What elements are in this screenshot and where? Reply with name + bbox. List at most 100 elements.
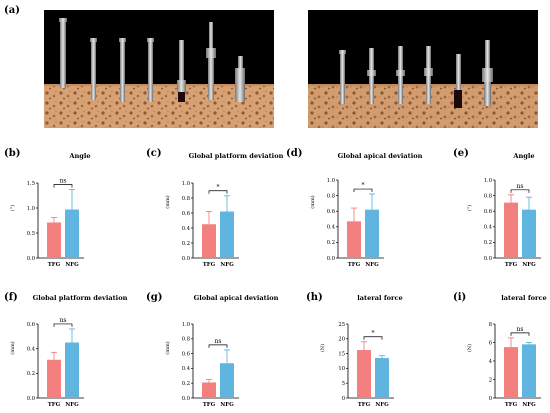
chart-f-sig-bracket [53, 323, 73, 327]
chart-c-ytick-label: 0.8 [182, 196, 190, 202]
chart-b-ytick-label: 0.5 [27, 231, 35, 237]
chart-b-bar-nfg [65, 209, 79, 258]
chart-h-bar-tfg [357, 350, 371, 398]
chart-f-bar-tfg [47, 359, 61, 398]
chart-c-title: Global platform deviation [189, 152, 284, 160]
chart-g-category-nfg: NFG [220, 402, 234, 408]
chart-h-title: lateral force [357, 294, 402, 302]
chart-f-ylabel: (mm) [9, 341, 16, 354]
chart-i-category-nfg: NFG [522, 402, 536, 408]
chart-i-panel-label: (i) [453, 292, 466, 303]
chart-h-ytick-label: 5 [342, 381, 345, 387]
chart-i-bar-nfg [522, 344, 536, 398]
chart-g-title: Global apical deviation [194, 294, 279, 302]
chart-b-ylabel: (°) [9, 205, 16, 211]
chart-g-ytick-label: 0.8 [182, 337, 190, 343]
chart-b-sig-label: ns [60, 178, 67, 185]
chart-h-category-tfg: TFG [358, 402, 371, 408]
chart-b-panel-label: (b) [4, 148, 20, 159]
chart-f-category-tfg: TFG [48, 402, 61, 408]
chart-d-category-tfg: TFG [348, 262, 361, 268]
chart-e-ytick-label: 0.2 [484, 240, 492, 246]
chart-h-panel-label: (h) [306, 292, 323, 303]
chart-i-title: lateral force [501, 294, 546, 302]
chart-e-ytick-label: 0.6 [484, 209, 492, 215]
chart-h-ytick-label: 25 [338, 322, 345, 328]
chart-h-ytick-label: 15 [338, 351, 345, 357]
chart-i-ylabel: (N) [466, 344, 473, 352]
chart-d-category-nfg: NFG [365, 262, 379, 268]
chart-b-bar-tfg [47, 222, 61, 258]
chart-i-sig-bracket [510, 332, 530, 336]
chart-c-ylabel: (mm) [164, 195, 171, 208]
chart-c-category-tfg: TFG [203, 262, 216, 268]
chart-g-ylabel: (mm) [164, 341, 171, 354]
chart-h-ytick-label: 20 [338, 337, 345, 343]
chart-f-bar-nfg [65, 342, 79, 398]
chart-i-ytick-label: 2 [489, 377, 492, 383]
chart-g-ytick-label: 0.2 [182, 381, 190, 387]
chart-c-ytick-label: 0.6 [182, 211, 190, 217]
chart-e-panel-label: (e) [453, 148, 469, 159]
chart-e-ytick-label: 0.4 [484, 225, 493, 231]
chart-e-ytick-label: 0.0 [484, 256, 492, 262]
chart-b-ytick-label: 1.0 [27, 206, 35, 212]
panel-label-a: (a) [4, 5, 20, 16]
chart-c-sig-label: * [217, 184, 220, 191]
chart-g-sig-label: ns [215, 338, 222, 345]
chart-e-bar-tfg [504, 202, 518, 258]
chart-c-panel-label: (c) [146, 148, 162, 159]
drill-sequence-photo-left [44, 10, 274, 128]
chart-e-bar-nfg [522, 209, 536, 258]
chart-d-ytick-label: 1.0 [327, 178, 335, 184]
chart-c-category-nfg: NFG [220, 262, 234, 268]
chart-f-sig-label: ns [60, 317, 67, 324]
chart-i-ytick-label: 4 [489, 359, 493, 365]
chart-d-ytick-label: 0.8 [327, 193, 335, 199]
chart-g-ytick-label: 0.6 [182, 351, 190, 357]
chart-d-bar-nfg [365, 209, 379, 258]
chart-i-ytick-label: 6 [489, 340, 492, 346]
chart-h-ytick-label: 0 [342, 396, 345, 402]
chart-b-sig-bracket [53, 184, 73, 188]
chart-e-ytick-label: 0.8 [484, 193, 492, 199]
chart-d-sig-label: * [362, 182, 365, 189]
chart-e-category-tfg: TFG [505, 262, 518, 268]
chart-d-title: Global apical deviation [338, 152, 423, 160]
chart-g-ytick-label: 0.4 [182, 366, 191, 372]
chart-f-ytick-label: 0.6 [27, 322, 35, 328]
chart-c-ytick-label: 1.0 [182, 181, 190, 187]
chart-c-bar-tfg [202, 224, 216, 258]
chart-d-sig-bracket [353, 188, 373, 193]
chart-g-panel-label: (g) [146, 292, 162, 303]
chart-f-ytick-label: 0.4 [27, 346, 36, 352]
chart-h-sig-label: * [372, 330, 375, 337]
chart-b-title: Angle [68, 152, 90, 160]
chart-g-ytick-label: 1.0 [182, 322, 190, 328]
chart-b-ytick-label: 1.5 [27, 181, 35, 187]
chart-c-bar-nfg [220, 211, 234, 258]
chart-h-bar-nfg [375, 358, 389, 398]
chart-e-ylabel: (°) [466, 205, 473, 211]
chart-e-category-nfg: NFG [522, 262, 536, 268]
chart-i-ytick-label: 0 [489, 396, 492, 402]
chart-i-category-tfg: TFG [505, 402, 518, 408]
chart-g-bar-nfg [220, 363, 234, 398]
chart-d-panel-label: (d) [286, 148, 302, 159]
chart-b-category-tfg: TFG [48, 262, 61, 268]
chart-g-sig-bracket [208, 344, 228, 348]
chart-d-ytick-label: 0.2 [327, 240, 335, 246]
chart-c-ytick-label: 0.0 [182, 256, 190, 262]
chart-h-ylabel: (N) [319, 344, 326, 352]
chart-e-ytick-label: 1.0 [484, 178, 492, 184]
chart-g-bar-tfg [202, 382, 216, 398]
chart-f-ytick-label: 0.2 [27, 371, 35, 377]
drill-sequence-photo-right [308, 10, 538, 128]
chart-h-category-nfg: NFG [375, 402, 389, 408]
chart-b-ytick-label: 0.0 [27, 256, 35, 262]
chart-i-bar-tfg [504, 347, 518, 398]
chart-h-ytick-label: 10 [338, 366, 345, 372]
chart-d-bar-tfg [347, 221, 361, 258]
chart-d-ylabel: (mm) [309, 195, 316, 208]
